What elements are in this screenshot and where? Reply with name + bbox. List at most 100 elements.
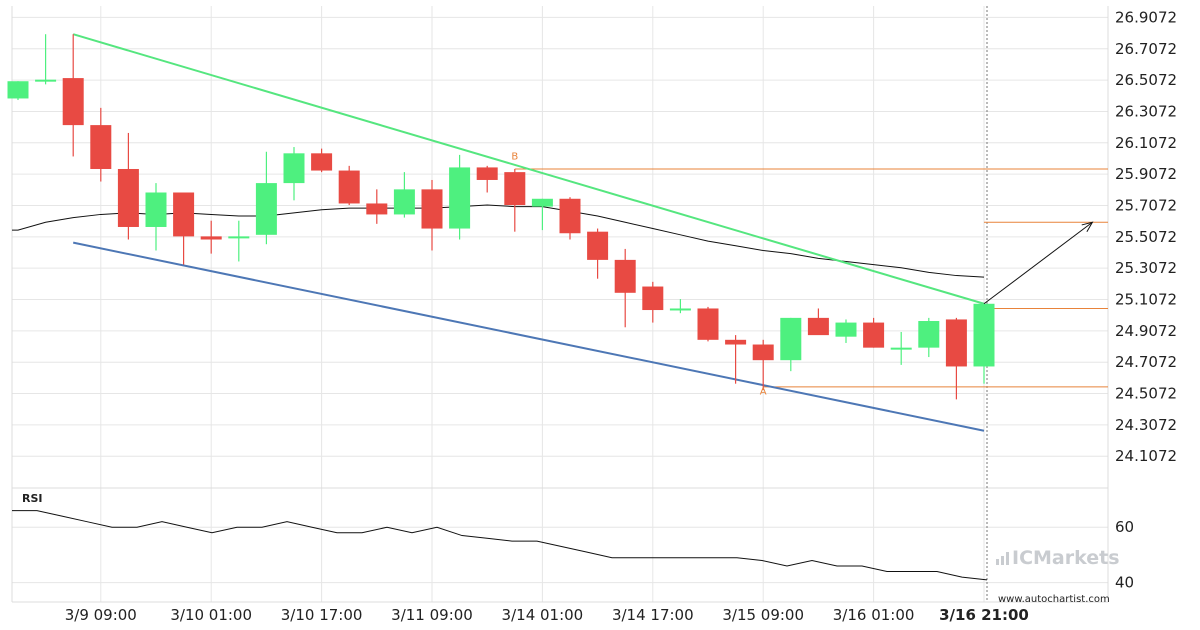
candle-body [945,319,967,367]
candle-body [7,81,29,99]
horizontal-levels [514,168,1108,388]
y-tick-label: 26.7072 [1115,40,1177,58]
candle-body [559,198,581,234]
y-tick-label: 25.7072 [1115,196,1177,214]
candle-up [780,317,802,372]
annotations: BA [511,152,1094,398]
y-tick-label: 25.9072 [1115,165,1177,183]
candle-down [90,107,112,182]
candle-body [863,322,885,348]
y-tick-label: 26.5072 [1115,71,1177,89]
candle-down [421,179,443,251]
candle-up [531,198,553,231]
candle-up [973,303,995,384]
x-tick-label: 3/14 17:00 [612,606,694,624]
candle-down [807,308,829,336]
y-tick-label: 24.7072 [1115,353,1177,371]
arrow-head [1081,221,1094,233]
grid [11,6,1109,603]
candles [7,34,995,400]
candle-up [669,299,691,314]
candle-body [173,192,195,237]
candle-body [697,308,719,340]
candle-body [90,125,112,169]
candle-body [393,189,415,215]
candle-down [173,192,195,265]
support-line [72,241,985,432]
candle-body [918,321,940,348]
x-tick-label: 3/10 01:00 [170,606,252,624]
candle-body [449,167,471,229]
candle-body [62,78,84,126]
point-label: A [760,387,767,398]
candle-body [642,286,664,311]
point-label: B [511,152,518,163]
candle-body [725,339,747,345]
candle-body [145,192,167,227]
y-tick-label: 26.9072 [1115,8,1177,26]
candle-down [642,281,664,323]
y-tick-label: 25.5072 [1115,228,1177,246]
candle-up [145,183,167,251]
candle-body [255,183,277,235]
candle-down [476,165,498,193]
candle-down [117,132,139,240]
projection-arrow [983,221,1093,305]
candle-up [283,147,305,201]
candle-up [449,154,471,240]
source-url: www.autochartist.com [998,594,1110,605]
candle-body [283,153,305,184]
candle-body [890,347,912,350]
y-tick-label: 26.3072 [1115,102,1177,120]
candle-body [476,167,498,180]
branding: ICMarkets www.autochartist.com [996,547,1120,605]
candle-up [918,317,940,358]
candle-down [311,148,333,173]
logo-text: ICMarkets [1012,547,1120,569]
y-tick-label: 24.9072 [1115,322,1177,340]
candle-down [366,189,388,224]
rsi-panel: RSI 60 40 [12,492,1134,592]
rsi-line [12,510,988,581]
x-tick-label: 3/11 09:00 [391,606,473,624]
y-tick-label: 26.1072 [1115,134,1177,152]
candle-down [62,34,84,157]
candle-down [200,220,222,254]
candle-body [35,79,57,82]
x-tick-label: 3/14 01:00 [502,606,584,624]
y-tick-label: 25.1072 [1115,291,1177,309]
logo-icon [996,552,1009,565]
y-tick-label: 25.3072 [1115,259,1177,277]
candle-body [531,198,553,207]
candle-down [614,248,636,328]
x-axis-labels: 3/9 09:00 3/10 01:00 3/10 17:00 3/11 09:00 3… [65,606,1029,624]
y-tick-label: 24.1072 [1115,447,1177,465]
candle-body [752,344,774,361]
candle-body [311,153,333,171]
candle-body [366,203,388,215]
candle-body [780,317,802,361]
candle-up [35,34,57,85]
candle-up [7,81,29,101]
candle-down [338,165,360,206]
candle-body [807,317,829,336]
x-tick-label: 3/16 21:00 [939,606,1029,624]
candle-body [228,236,250,239]
candle-up [890,331,912,365]
candle-down [587,228,609,279]
trend-channel [72,33,985,432]
candle-up [255,151,277,245]
candle-down [863,317,885,348]
candle-up [835,319,857,343]
rsi-tick-label: 60 [1115,518,1134,536]
y-tick-label: 24.5072 [1115,385,1177,403]
x-tick-label: 3/16 01:00 [833,606,915,624]
x-tick-label: 3/15 09:00 [722,606,804,624]
rsi-tick-label: 40 [1115,574,1134,592]
x-tick-label: 3/10 17:00 [281,606,363,624]
candle-down [697,306,719,342]
candle-body [835,322,857,337]
candle-down [559,197,581,240]
